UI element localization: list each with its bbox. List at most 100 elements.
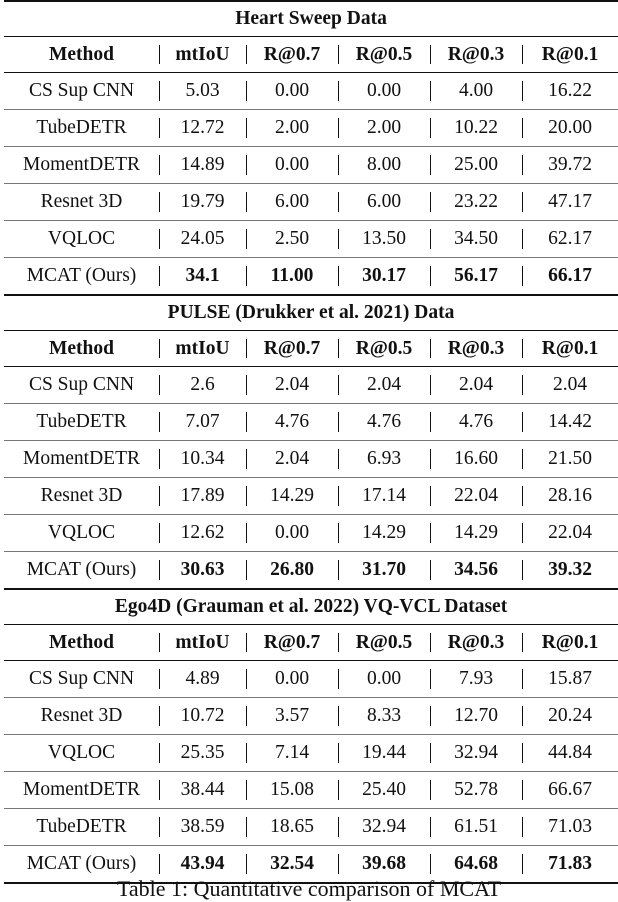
section-title-row: Ego4D (Grauman et al. 2022) VQ-VCL Datas… [4,588,618,625]
value-cell: 20.24 [522,697,618,735]
value-cell: 30.17 [338,257,430,296]
value-cell: 16.22 [522,72,618,110]
header-row: Method mtIoU R@0.7 R@0.5 R@0.3 R@0.1 [4,624,618,661]
column-header: mtIoU [159,36,246,73]
table-row: Resnet 3D 17.89 14.29 17.14 22.04 28.16 [4,477,618,515]
value-cell: 4.76 [246,403,338,441]
value-cell: 22.04 [430,477,522,515]
value-cell: 0.00 [246,146,338,184]
value-cell: 2.00 [246,109,338,147]
value-cell: 12.70 [430,697,522,735]
column-header: R@0.3 [430,330,522,367]
value-cell: 52.78 [430,771,522,809]
column-header: R@0.1 [522,624,618,661]
value-cell: 7.07 [159,403,246,441]
value-cell: 14.29 [338,514,430,552]
method-cell: MCAT (Ours) [4,257,159,296]
value-cell: 10.34 [159,440,246,478]
value-cell: 4.76 [338,403,430,441]
column-header: R@0.5 [338,330,430,367]
value-cell: 66.17 [522,257,618,296]
column-header: R@0.5 [338,36,430,73]
table-row: MomentDETR 10.34 2.04 6.93 16.60 21.50 [4,440,618,478]
column-header: Method [4,330,159,367]
results-table: Heart Sweep Data Method mtIoU R@0.7 R@0.5 R@0… [4,0,618,884]
value-cell: 66.67 [522,771,618,809]
value-cell: 4.89 [159,660,246,698]
method-cell: VQLOC [4,734,159,772]
column-header: R@0.3 [430,36,522,73]
column-header: R@0.7 [246,36,338,73]
value-cell: 6.00 [338,183,430,221]
value-cell: 12.72 [159,109,246,147]
column-header: mtIoU [159,330,246,367]
value-cell: 0.00 [338,72,430,110]
value-cell: 21.50 [522,440,618,478]
value-cell: 18.65 [246,808,338,846]
value-cell: 24.05 [159,220,246,258]
column-header: Method [4,624,159,661]
value-cell: 2.04 [338,366,430,404]
value-cell: 26.80 [246,551,338,590]
method-cell: CS Sup CNN [4,72,159,110]
column-header: mtIoU [159,624,246,661]
value-cell: 10.72 [159,697,246,735]
value-cell: 61.51 [430,808,522,846]
table-row: TubeDETR 12.72 2.00 2.00 10.22 20.00 [4,109,618,147]
table-row: Resnet 3D 19.79 6.00 6.00 23.22 47.17 [4,183,618,221]
value-cell: 47.17 [522,183,618,221]
column-header: R@0.3 [430,624,522,661]
value-cell: 14.29 [246,477,338,515]
method-cell: CS Sup CNN [4,660,159,698]
section-title: Ego4D (Grauman et al. 2022) VQ-VCL Datas… [4,588,618,625]
column-header: R@0.5 [338,624,430,661]
table-row: MCAT (Ours) 43.94 32.54 39.68 64.68 71.83 [4,845,618,884]
header-row: Method mtIoU R@0.7 R@0.5 R@0.3 R@0.1 [4,330,618,367]
value-cell: 15.08 [246,771,338,809]
value-cell: 34.56 [430,551,522,590]
column-header: R@0.7 [246,624,338,661]
column-header: Method [4,36,159,73]
value-cell: 38.44 [159,771,246,809]
value-cell: 2.50 [246,220,338,258]
table-row: MCAT (Ours) 30.63 26.80 31.70 34.56 39.32 [4,551,618,590]
value-cell: 4.00 [430,72,522,110]
value-cell: 32.54 [246,845,338,884]
value-cell: 0.00 [246,72,338,110]
value-cell: 34.50 [430,220,522,258]
value-cell: 4.76 [430,403,522,441]
value-cell: 10.22 [430,109,522,147]
method-cell: VQLOC [4,514,159,552]
value-cell: 31.70 [338,551,430,590]
method-cell: MCAT (Ours) [4,551,159,590]
value-cell: 17.89 [159,477,246,515]
value-cell: 25.40 [338,771,430,809]
value-cell: 8.33 [338,697,430,735]
method-cell: Resnet 3D [4,697,159,735]
value-cell: 2.04 [246,366,338,404]
value-cell: 11.00 [246,257,338,296]
value-cell: 14.42 [522,403,618,441]
method-cell: Resnet 3D [4,183,159,221]
value-cell: 2.6 [159,366,246,404]
method-cell: Resnet 3D [4,477,159,515]
column-header: R@0.1 [522,36,618,73]
value-cell: 30.63 [159,551,246,590]
value-cell: 20.00 [522,109,618,147]
method-cell: TubeDETR [4,808,159,846]
section-title: Heart Sweep Data [4,0,618,37]
value-cell: 2.00 [338,109,430,147]
section-title: PULSE (Drukker et al. 2021) Data [4,294,618,331]
value-cell: 2.04 [430,366,522,404]
value-cell: 25.00 [430,146,522,184]
method-cell: TubeDETR [4,109,159,147]
table-row: MCAT (Ours) 34.1 11.00 30.17 56.17 66.17 [4,257,618,296]
value-cell: 13.50 [338,220,430,258]
value-cell: 0.00 [246,660,338,698]
table-row: VQLOC 24.05 2.50 13.50 34.50 62.17 [4,220,618,258]
value-cell: 39.32 [522,551,618,590]
value-cell: 39.68 [338,845,430,884]
method-cell: MomentDETR [4,440,159,478]
value-cell: 2.04 [246,440,338,478]
table-caption: Table 1: Quantitative comparison of MCAT [117,876,501,901]
